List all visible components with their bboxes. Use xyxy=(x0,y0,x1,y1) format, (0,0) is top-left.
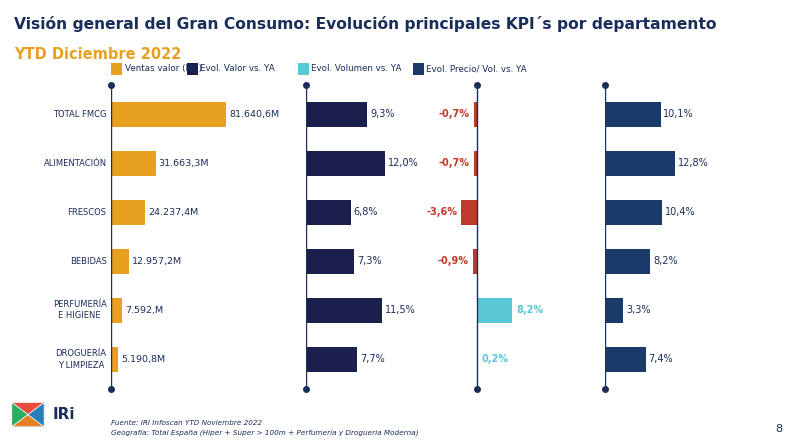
Bar xyxy=(474,151,477,176)
Text: Geografía: Total España (Hiper + Super > 100m + Perfumería y Drogueria Moderna): Geografía: Total España (Hiper + Super >… xyxy=(111,430,418,437)
Text: 5.190,8M: 5.190,8M xyxy=(121,355,165,364)
Bar xyxy=(111,347,118,372)
Text: 7.592,M: 7.592,M xyxy=(125,306,163,315)
Bar xyxy=(474,101,477,127)
Text: 8,2%: 8,2% xyxy=(653,257,677,266)
Bar xyxy=(605,347,646,372)
Text: 3,3%: 3,3% xyxy=(626,305,650,316)
Bar xyxy=(306,347,357,372)
Text: PERFUMERÍA
E HIGIENE: PERFUMERÍA E HIGIENE xyxy=(52,300,106,320)
Polygon shape xyxy=(12,402,28,427)
Text: 7,7%: 7,7% xyxy=(360,354,384,364)
Bar xyxy=(477,347,478,372)
Text: 12,0%: 12,0% xyxy=(388,158,419,169)
Text: 31.663,3M: 31.663,3M xyxy=(159,159,209,168)
FancyBboxPatch shape xyxy=(413,63,424,75)
Text: 12,8%: 12,8% xyxy=(678,158,709,169)
Text: 6,8%: 6,8% xyxy=(354,207,379,217)
Text: YTD Diciembre 2022: YTD Diciembre 2022 xyxy=(14,47,182,62)
Text: 0,2%: 0,2% xyxy=(482,354,509,364)
Text: 12.957,2M: 12.957,2M xyxy=(133,257,183,266)
Text: 10,1%: 10,1% xyxy=(663,110,694,119)
Text: -0,9%: -0,9% xyxy=(437,257,468,266)
Bar xyxy=(461,200,477,225)
Polygon shape xyxy=(12,415,44,427)
FancyBboxPatch shape xyxy=(111,63,122,75)
Text: 11,5%: 11,5% xyxy=(385,305,416,316)
FancyBboxPatch shape xyxy=(187,63,198,75)
Polygon shape xyxy=(12,402,44,415)
Text: Evol. Valor vs. YA: Evol. Valor vs. YA xyxy=(200,64,275,73)
Text: 81.640,6M: 81.640,6M xyxy=(229,110,279,119)
Text: Visión general del Gran Consumo: Evolución principales KPI´s por departamento: Visión general del Gran Consumo: Evoluci… xyxy=(14,16,717,32)
Bar xyxy=(111,298,121,323)
Bar xyxy=(605,151,676,176)
Bar xyxy=(605,298,623,323)
Text: Evol. Volumen vs. YA: Evol. Volumen vs. YA xyxy=(311,64,402,73)
Bar xyxy=(111,200,145,225)
Bar xyxy=(306,249,354,274)
Text: FRESCOS: FRESCOS xyxy=(67,208,106,217)
Bar xyxy=(306,200,351,225)
Text: 7,3%: 7,3% xyxy=(357,257,382,266)
Text: 7,4%: 7,4% xyxy=(649,354,673,364)
Text: IRi: IRi xyxy=(52,407,75,422)
Text: -3,6%: -3,6% xyxy=(426,207,457,217)
Bar xyxy=(111,101,226,127)
Text: -0,7%: -0,7% xyxy=(438,110,469,119)
Bar xyxy=(605,101,661,127)
Text: -0,7%: -0,7% xyxy=(438,158,469,169)
Text: ALIMENTACIÓN: ALIMENTACIÓN xyxy=(44,159,106,168)
Bar xyxy=(306,151,385,176)
Text: Fuente: IRI Infoscan YTD Noviembre 2022: Fuente: IRI Infoscan YTD Noviembre 2022 xyxy=(111,420,262,426)
Text: 8,2%: 8,2% xyxy=(516,305,543,316)
Bar xyxy=(477,298,512,323)
Text: Ventas valor (M€): Ventas valor (M€) xyxy=(125,64,202,73)
Text: 24.237,4M: 24.237,4M xyxy=(148,208,198,217)
Text: 10,4%: 10,4% xyxy=(665,207,696,217)
FancyBboxPatch shape xyxy=(298,63,309,75)
Bar xyxy=(306,101,367,127)
Text: TOTAL FMCG: TOTAL FMCG xyxy=(53,110,106,119)
Text: DROGUERÍA
Y LIMPIEZA: DROGUERÍA Y LIMPIEZA xyxy=(56,350,106,370)
Bar xyxy=(306,298,382,323)
Bar xyxy=(473,249,477,274)
Bar xyxy=(605,200,662,225)
Bar xyxy=(111,249,129,274)
Polygon shape xyxy=(12,402,44,427)
Text: BEBIDAS: BEBIDAS xyxy=(70,257,106,266)
Polygon shape xyxy=(28,402,44,427)
Text: 8: 8 xyxy=(775,424,782,434)
Bar xyxy=(111,151,156,176)
Text: Evol. Precio/ Vol. vs. YA: Evol. Precio/ Vol. vs. YA xyxy=(426,64,527,73)
Bar xyxy=(605,249,650,274)
Text: 9,3%: 9,3% xyxy=(371,110,395,119)
